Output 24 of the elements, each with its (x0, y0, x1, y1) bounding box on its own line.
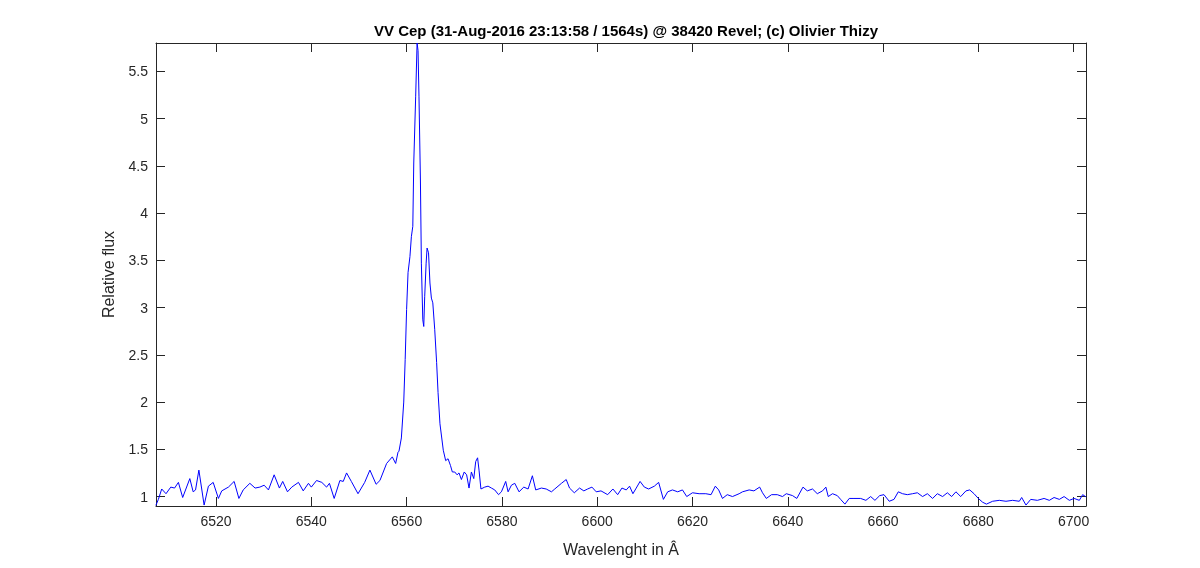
y-tick-label: 1 (140, 488, 149, 505)
x-tick-label: 6660 (867, 513, 899, 529)
chart-title: VV Cep (31-Aug-2016 23:13:58 / 1564s) @ 38420 Revel; (c) Olivier Thizy (373, 22, 879, 39)
x-tick-label: 6600 (581, 513, 613, 529)
y-tick-label: 3 (140, 299, 149, 316)
y-tick-label: 2.5 (128, 346, 149, 363)
x-tick-label: 6680 (962, 513, 995, 529)
y-tick-label: 3.5 (128, 252, 149, 269)
x-axis-title: Wavelenght in Â (563, 539, 680, 558)
y-tick-label: 5 (140, 110, 149, 127)
x-tick-label: 6560 (391, 513, 423, 529)
y-tick-label: 2 (140, 394, 149, 411)
line-series (155, 42, 1087, 506)
x-tick-label: 6700 (1058, 513, 1090, 529)
x-tick-label: 6640 (772, 513, 804, 529)
y-tick-label: 1.5 (128, 441, 149, 458)
y-tick-label: 4 (140, 205, 149, 222)
x-tick-label: 6540 (295, 513, 328, 529)
x-tick-label: 6520 (200, 513, 232, 529)
y-tick-label: 4.5 (128, 157, 149, 174)
x-tick-label: 6620 (676, 513, 709, 529)
x-tick-label: 6580 (486, 513, 518, 529)
y-tick-label: 5.5 (128, 63, 149, 80)
y-axis-title: Relative flux (99, 230, 117, 319)
